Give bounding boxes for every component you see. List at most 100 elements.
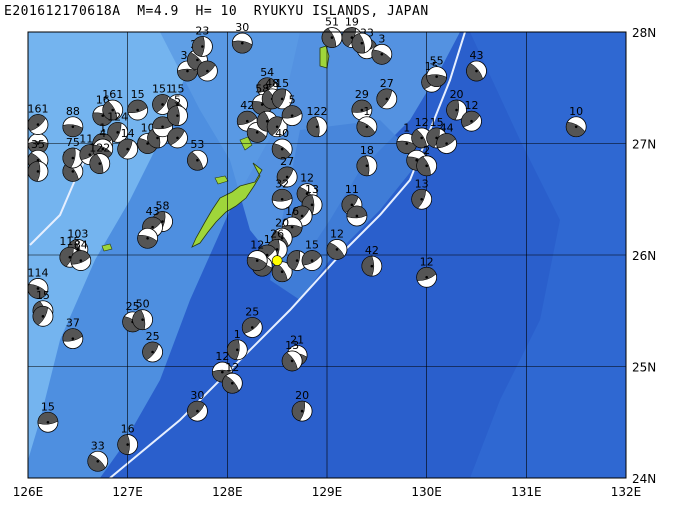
mechanism-depth-label: 43 — [146, 205, 160, 218]
focal-mechanism: 42 — [361, 244, 383, 277]
beachball-center — [420, 197, 423, 201]
focal-mechanism: 44 — [436, 122, 458, 154]
focal-mechanism: 15 — [271, 77, 293, 110]
beachball-compression — [37, 412, 59, 425]
beachball-center — [176, 103, 179, 106]
mechanism-depth-label: 42 — [365, 244, 379, 257]
mechanism-depth-label: 10 — [569, 105, 583, 118]
lon-tick-label: 130E — [411, 485, 442, 499]
beachball-compression — [291, 400, 305, 422]
beachball-center — [116, 131, 119, 134]
beachball-center — [330, 36, 334, 39]
beachball-center — [365, 125, 369, 129]
focal-mechanism — [266, 116, 288, 138]
beachball-center — [310, 203, 314, 207]
mechanism-depth-label: 5 — [174, 94, 181, 107]
focal-mechanisms: 1535161881557511416161124141221415101511… — [27, 16, 587, 472]
beachball-center — [151, 225, 154, 229]
mechanism-depth-label: 44 — [440, 122, 454, 135]
beachball-center — [265, 253, 269, 257]
beachball-compression — [62, 124, 84, 137]
beachball-center — [445, 142, 448, 145]
mechanism-depth-label: 161 — [102, 88, 123, 101]
beachball-compression — [266, 116, 283, 136]
mechanism-depth-label: 40 — [275, 127, 289, 140]
beachball-compression — [326, 242, 345, 260]
mechanism-depth-label: 25 — [126, 300, 140, 313]
beachball-center — [435, 75, 438, 78]
mechanism-depth-label: 16 — [285, 205, 299, 218]
beachball-compression — [227, 339, 240, 360]
focal-mechanism: 23 — [192, 24, 213, 57]
mechanism-depth-label: 27 — [280, 155, 294, 168]
mechanism-depth-label: 103 — [67, 227, 88, 240]
beachball-compression — [142, 341, 159, 361]
mechanism-depth-label: 1 — [99, 122, 106, 135]
mechanism-depth-label: 27 — [380, 77, 394, 90]
mechanism-depth-label: 25 — [245, 305, 259, 318]
mechanism-depth-label: 19 — [345, 16, 359, 29]
beachball-center — [385, 97, 389, 101]
mechanism-depth-label: 20 — [275, 216, 289, 229]
beachball-compression — [351, 99, 372, 113]
mechanism-depth-label: 25 — [146, 330, 160, 343]
mechanism-depth-label: 15 — [305, 239, 319, 252]
mechanism-depth-label: 1 — [234, 328, 241, 341]
beachball-center — [201, 45, 204, 48]
beachball-center — [71, 170, 75, 173]
focal-mechanism: 29 — [351, 88, 373, 121]
beachball-compression — [466, 62, 484, 82]
focal-mechanism: 33 — [87, 439, 109, 472]
mechanism-depth-label: 21 — [290, 333, 304, 346]
focal-mechanism: 151 — [152, 82, 173, 115]
beachball-center — [41, 315, 45, 318]
mechanism-depth-label: 115 — [59, 235, 80, 248]
beachball-compression — [271, 189, 293, 202]
beachball-compression — [70, 250, 91, 265]
lat-tick-label: 28N — [632, 26, 656, 40]
focal-mechanism: 12 — [461, 99, 482, 132]
mechanism-depth-label: 33 — [91, 439, 105, 452]
beachball-center — [420, 136, 423, 140]
mechanism-depth-label: 5 — [289, 94, 296, 107]
lat-tick-label: 26N — [632, 249, 656, 263]
beachball-center — [98, 162, 102, 165]
focal-mechanism: 15 — [301, 239, 323, 271]
mechanism-depth-label: 32 — [275, 177, 289, 190]
mechanism-depth-label: 84 — [74, 239, 88, 252]
focal-mechanism: 88 — [62, 105, 84, 138]
beachball-center — [111, 108, 115, 112]
beachball-center — [574, 125, 578, 129]
beachball-compression — [197, 60, 216, 78]
mechanism-depth-label: 42 — [240, 99, 254, 112]
beachball-center — [280, 197, 284, 201]
mechanism-depth-label: 122 — [89, 142, 110, 155]
mechanism-depth-label: 11 — [345, 183, 359, 196]
beachball-center — [71, 156, 75, 160]
lon-tick-label: 129E — [312, 485, 343, 499]
lon-tick-label: 128E — [212, 485, 243, 499]
mechanism-depth-label: 12 — [465, 99, 479, 112]
beachball-center — [290, 114, 294, 117]
mechanism-depth-label: 15 — [171, 82, 185, 95]
beachball-compression — [222, 375, 240, 394]
mechanism-depth-label: 2 — [423, 144, 430, 157]
focal-mechanism: 25 — [142, 330, 163, 363]
focal-mechanism: 25 — [241, 305, 263, 338]
beachball-center — [196, 158, 199, 162]
beachball-compression — [321, 28, 337, 48]
beachball-compression — [87, 454, 106, 472]
mechanism-depth-label: 151 — [152, 82, 173, 95]
mechanism-depth-label: 1 — [363, 105, 370, 118]
beachball-compression — [117, 138, 133, 159]
mechanism-depth-label: 161 — [27, 103, 48, 116]
focal-mechanism: 20 — [446, 88, 467, 121]
beachball-compression — [411, 189, 427, 209]
mechanism-depth-label: 16 — [121, 423, 135, 436]
focal-mechanism: 55 — [426, 55, 448, 87]
beachball-center — [176, 136, 179, 140]
event-epicenter-marker — [271, 255, 283, 266]
beachball-compression — [102, 100, 118, 121]
beachball-compression — [306, 116, 320, 137]
beachball-center — [46, 420, 50, 424]
